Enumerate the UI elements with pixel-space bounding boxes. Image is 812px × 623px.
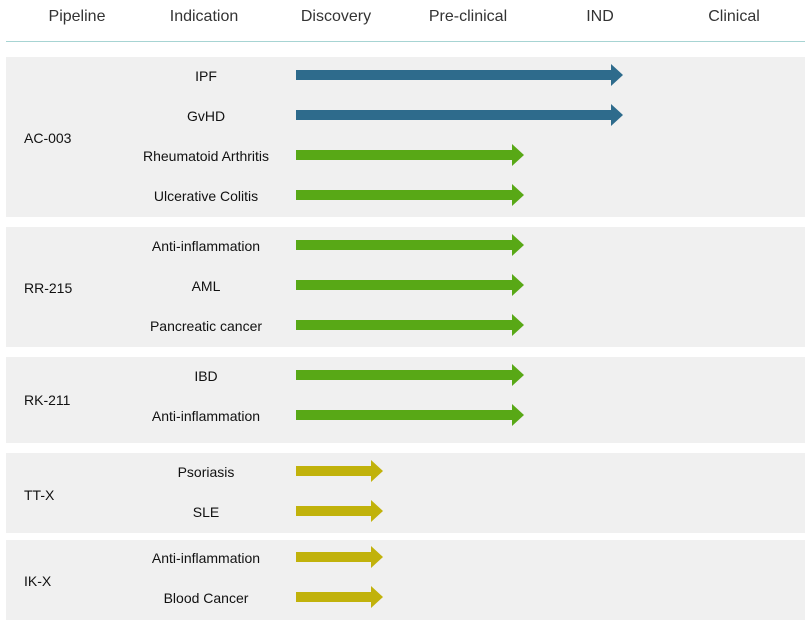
stage-arrow [296,364,524,386]
pipeline-name: RR-215 [24,280,73,296]
header-ind: IND [586,8,614,25]
stage-arrow [296,500,383,522]
indication-label: Anti-inflammation [151,550,261,566]
pipeline-name: IK-X [24,573,52,589]
indication-label: SLE [192,504,220,520]
pipeline-name: AC-003 [24,130,72,146]
indication-label: Rheumatoid Arthritis [142,148,270,164]
stage-arrow [296,64,623,86]
pipeline-panel-ik-x [6,540,805,620]
header-pipeline: Pipeline [48,8,106,25]
indication-label: Pancreatic cancer [149,318,263,334]
stage-arrow [296,404,524,426]
indication-label: Anti-inflammation [151,408,261,424]
pipeline-name: TT-X [24,487,55,503]
indication-label: IBD [194,368,218,384]
indication-label: Ulcerative Colitis [153,188,259,204]
stage-arrow [296,274,524,296]
stage-arrow [296,460,383,482]
stage-arrow [296,546,383,568]
stage-arrow [296,144,524,166]
stage-arrow [296,586,383,608]
indication-label: AML [191,278,221,294]
stage-arrow [296,314,524,336]
header-indication: Indication [169,8,239,25]
indication-label: GvHD [186,108,226,124]
indication-label: Psoriasis [177,464,235,480]
header-discovery: Discovery [300,8,372,25]
indication-label: Blood Cancer [163,590,249,606]
pipeline-panel-tt-x [6,453,805,533]
pipeline-name: RK-211 [24,392,71,408]
indication-label: IPF [195,68,217,84]
stage-arrow [296,234,524,256]
stage-arrow [296,184,524,206]
indication-label: Anti-inflammation [151,238,261,254]
stage-arrow [296,104,623,126]
header-divider [6,41,805,42]
header-clinical: Clinical [708,8,760,25]
header-pre-clinical: Pre-clinical [428,8,508,25]
